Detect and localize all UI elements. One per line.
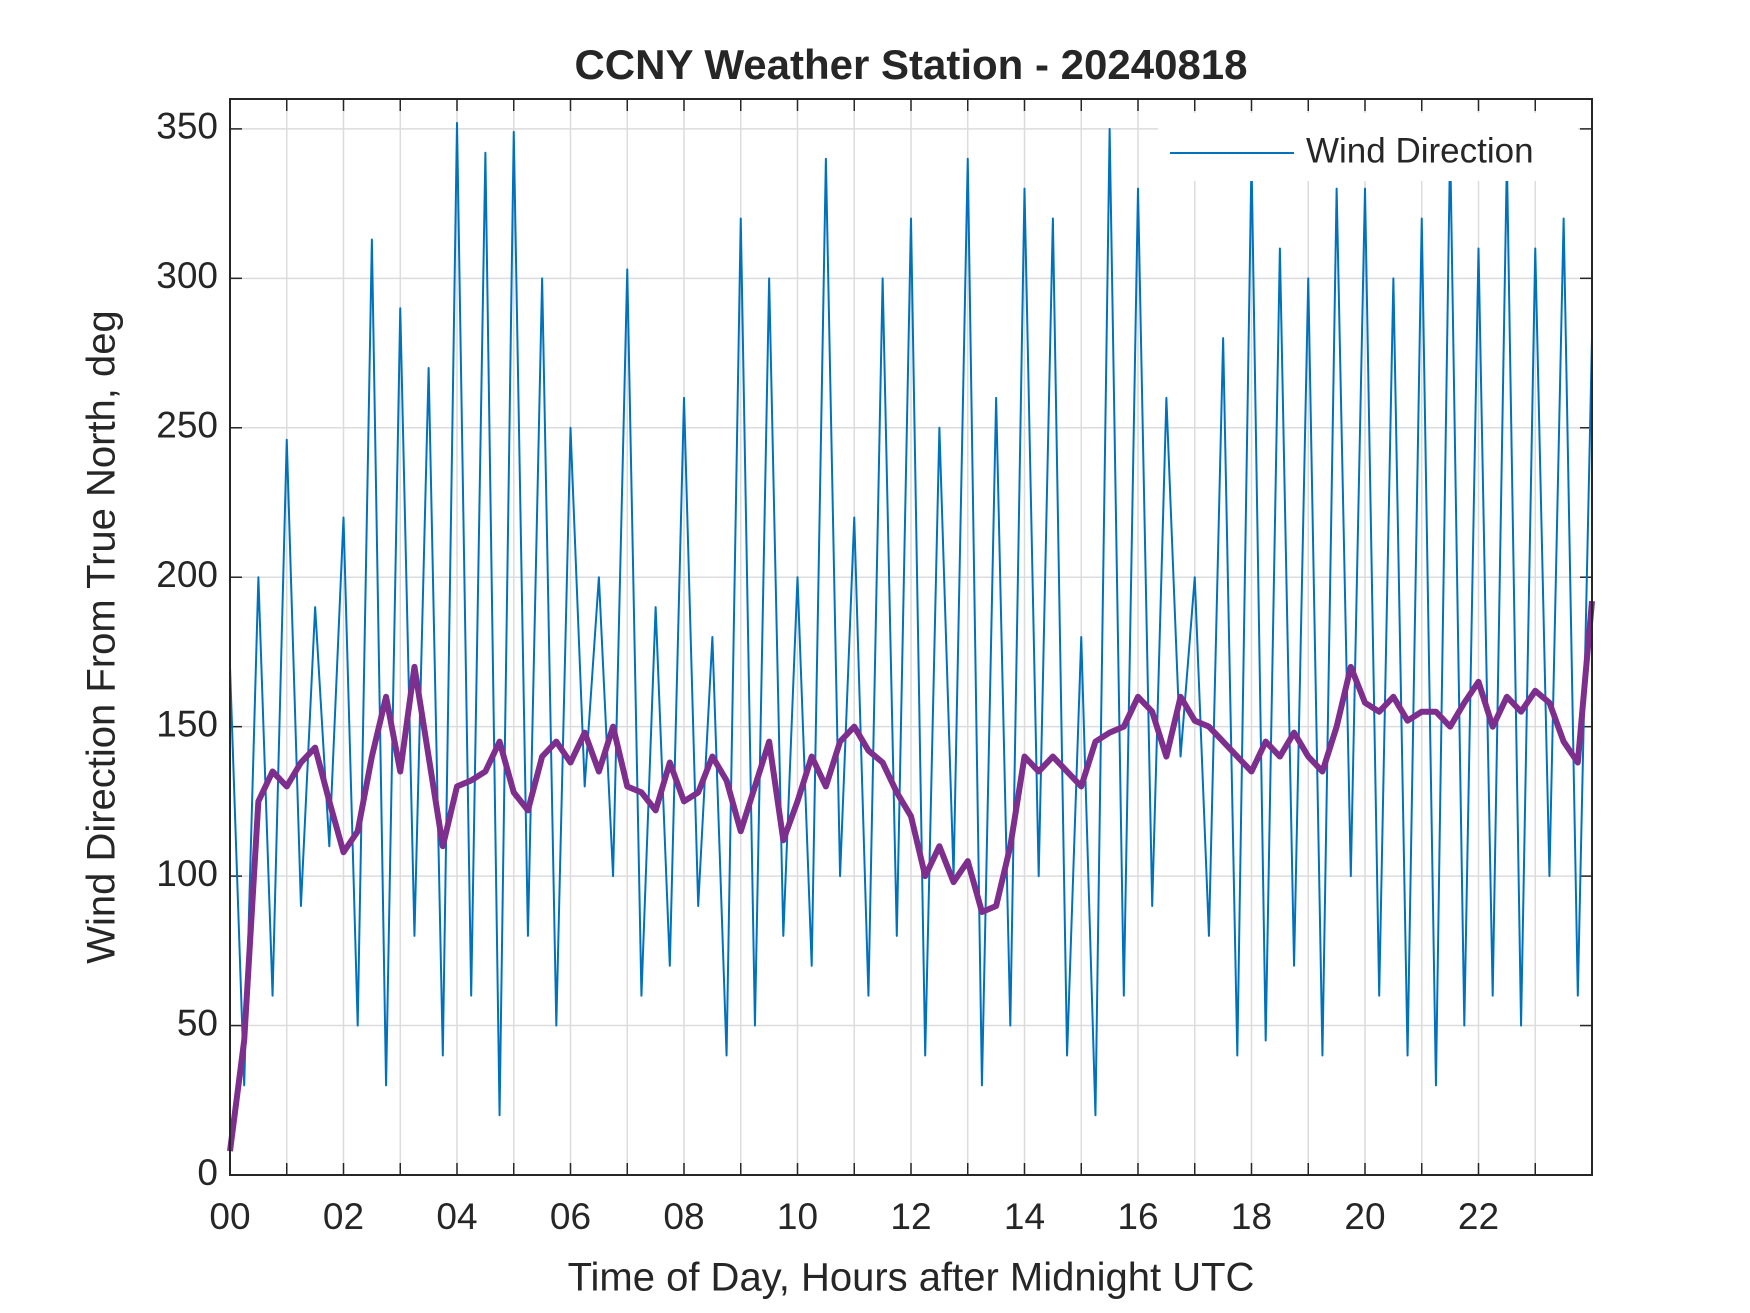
y-tick-label: 250 xyxy=(156,405,218,446)
x-tick-label: 04 xyxy=(436,1196,477,1237)
y-tick-label: 200 xyxy=(156,554,218,595)
x-axis-label: Time of Day, Hours after Midnight UTC xyxy=(568,1256,1255,1300)
x-tick-label: 16 xyxy=(1117,1196,1158,1237)
y-tick-label: 300 xyxy=(156,255,218,296)
trend-line xyxy=(227,600,1595,1152)
y-tick-label: 150 xyxy=(156,703,218,744)
y-tick-label: 100 xyxy=(156,853,218,894)
x-tick-label: 08 xyxy=(663,1196,704,1237)
chart-title: CCNY Weather Station - 20240818 xyxy=(574,41,1247,88)
x-tick-label: 06 xyxy=(550,1196,591,1237)
x-tick-label: 20 xyxy=(1344,1196,1385,1237)
x-tick-label: 18 xyxy=(1231,1196,1272,1237)
x-tick-label: 00 xyxy=(209,1196,250,1237)
data-line xyxy=(229,121,1593,1117)
y-tick-label: 0 xyxy=(197,1152,218,1193)
legend-label: Wind Direction xyxy=(1306,131,1534,170)
y-tick-label: 350 xyxy=(156,106,218,147)
legend-box xyxy=(1158,113,1578,181)
x-tick-label: 12 xyxy=(890,1196,931,1237)
x-tick-label: 02 xyxy=(323,1196,364,1237)
x-tick-label: 22 xyxy=(1458,1196,1499,1237)
y-tick-label: 50 xyxy=(177,1002,218,1043)
y-axis-label: Wind Direction From True North, deg xyxy=(80,310,124,964)
x-tick-label: 10 xyxy=(777,1196,818,1237)
axes-box xyxy=(229,98,1593,1176)
x-tick-label: 14 xyxy=(1004,1196,1045,1237)
